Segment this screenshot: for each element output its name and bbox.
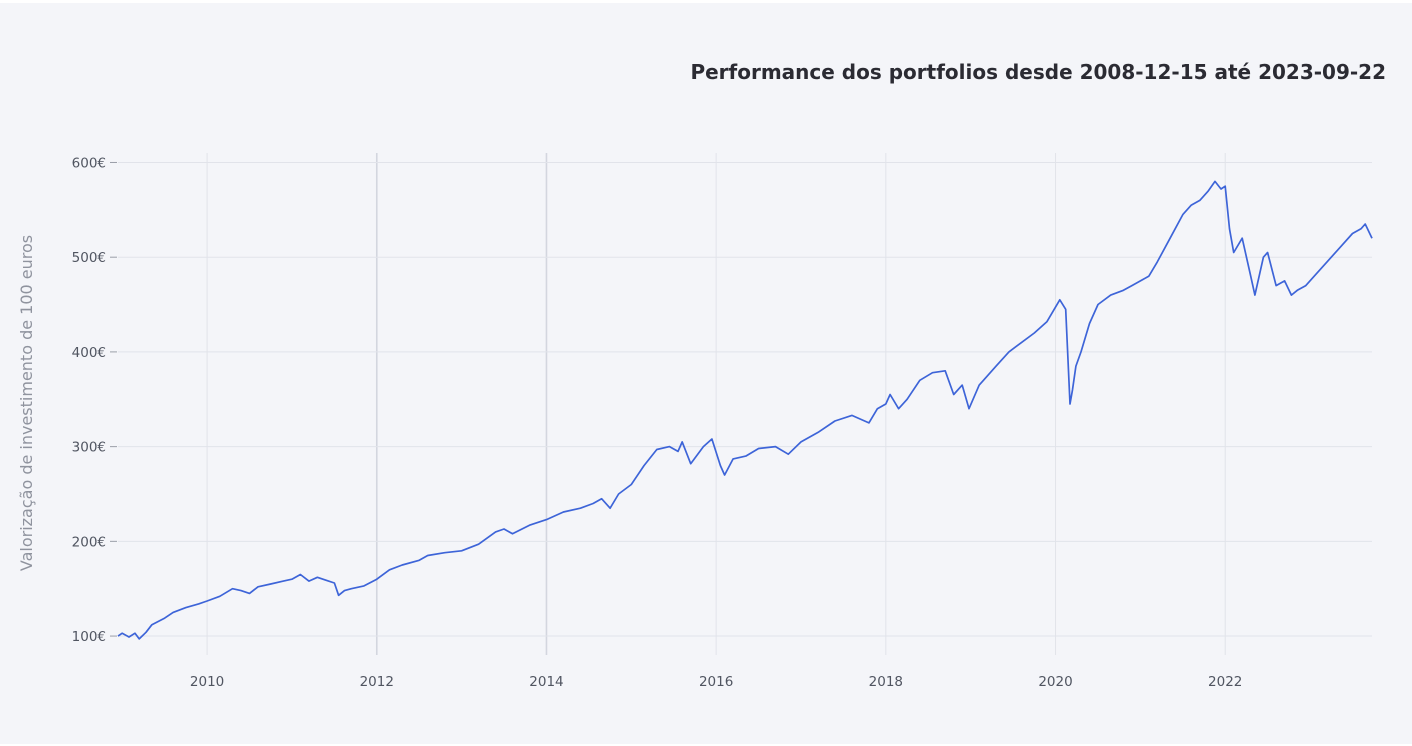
y-axis-label: Valorização de investimento de 100 euros — [17, 235, 36, 571]
grid-layer — [118, 153, 1372, 655]
chart-panel: Performance dos portfolios desde 2008-12… — [0, 3, 1412, 744]
y-tick-label-200: 200€ — [72, 534, 106, 550]
tick-layer: 2010 2012 2014 2016 2018 2020 2022 100€ 200€ 300€… — [72, 155, 1243, 690]
x-tick-label-2018: 2018 — [869, 674, 903, 690]
y-tick-label-400: 400€ — [72, 345, 106, 361]
y-tick-label-100: 100€ — [72, 629, 106, 645]
y-tick-label-300: 300€ — [72, 440, 106, 456]
x-tick-label-2010: 2010 — [190, 674, 224, 690]
series-line-portfolio — [117, 180, 1373, 640]
x-tick-label-2016: 2016 — [699, 674, 733, 690]
line-chart: Performance dos portfolios desde 2008-12… — [17, 60, 1386, 690]
x-tick-label-2022: 2022 — [1208, 674, 1242, 690]
x-tick-label-2014: 2014 — [529, 674, 563, 690]
chart-title: Performance dos portfolios desde 2008-12… — [690, 60, 1386, 84]
series-layer — [117, 180, 1373, 640]
x-tick-label-2012: 2012 — [360, 674, 394, 690]
x-tick-label-2020: 2020 — [1038, 674, 1072, 690]
y-tick-label-600: 600€ — [72, 155, 106, 171]
y-tick-label-500: 500€ — [72, 250, 106, 266]
